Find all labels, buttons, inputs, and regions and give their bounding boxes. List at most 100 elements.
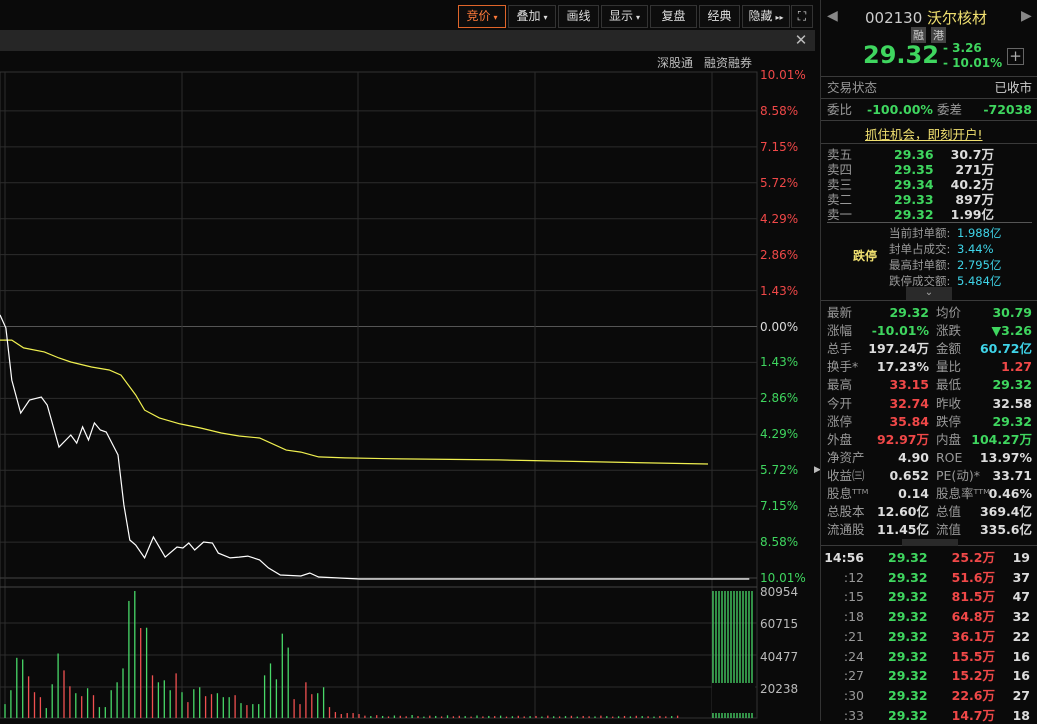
ask-level-row[interactable]: 卖二 29.33 897万: [821, 192, 1037, 207]
auction-volume-gap: [712, 683, 755, 713]
stat-label: 最高: [827, 377, 853, 393]
collapse-button[interactable]: ⌄: [906, 287, 952, 300]
expand-icon[interactable]: ⛶: [791, 5, 813, 28]
stat-value: 32.58: [992, 395, 1032, 411]
trade-price: 29.32: [888, 550, 928, 565]
trade-time: :33: [843, 707, 864, 723]
stat-value: 3.44%: [957, 242, 994, 256]
price-axis-label: 4.29%: [760, 211, 799, 226]
trade-volume: 51.6万: [951, 569, 995, 585]
stat-value: 92.97万: [876, 431, 929, 447]
trade-time: :30: [843, 687, 864, 703]
ask-label: 卖二: [827, 192, 853, 207]
tag-margin: 融: [911, 27, 926, 43]
trade-price: 29.32: [888, 687, 928, 703]
chart-frame: [0, 71, 758, 719]
expand-trades-button[interactable]: [902, 539, 958, 546]
link-margin[interactable]: 融资融券: [704, 56, 753, 70]
ask-level-row[interactable]: 卖三 29.34 40.2万: [821, 177, 1037, 192]
ask-price: 29.34: [894, 177, 934, 192]
trade-price: 29.32: [888, 628, 928, 644]
trade-price: 29.32: [888, 589, 928, 605]
stock-code: 002130: [865, 9, 923, 27]
toolbar-button-6[interactable]: 隐藏 ▸▸: [742, 5, 790, 28]
quote-panel: ◀ ▶ 002130 沃尔核材 融 港 29.32 - 3.26 - 10.01…: [820, 0, 1037, 724]
price-axis-label: 10.01%: [760, 68, 806, 82]
stat-label: 最低: [936, 377, 962, 393]
toolbar-button-1[interactable]: 叠加 ▾: [508, 5, 556, 28]
trade-count: 16: [1012, 668, 1030, 684]
ask-price: 29.36: [894, 147, 934, 162]
volume-axis-label: 20238: [760, 682, 799, 696]
stat-label: 股息ᵀᵀᴹ: [827, 486, 869, 501]
change: - 3.26: [943, 41, 982, 55]
stat-label: 量比: [936, 359, 962, 375]
price-axis-label: 5.72%: [760, 175, 799, 190]
ask-level-row[interactable]: 卖一 29.32 1.99亿: [821, 207, 1037, 222]
stat-value: 0.652: [889, 467, 929, 483]
volume-axis-label: 60715: [760, 617, 799, 631]
trade-count: 27: [1012, 687, 1030, 703]
stat-label: 净资产: [827, 449, 865, 465]
price-axis-label: 10.01%: [760, 571, 806, 585]
button-label: 显示: [608, 9, 633, 23]
caret-icon: ▸▸: [775, 13, 784, 22]
toolbar-button-0[interactable]: 竞价 ▾: [458, 5, 506, 28]
trade-volume: 22.6万: [951, 687, 995, 703]
stat-value: 17.23%: [876, 359, 929, 375]
stat-row: 总手 197.24万 金额 60.72亿: [821, 341, 1037, 357]
stat-row: 涨停 35.84 跌停 29.32: [821, 414, 1037, 430]
stat-label: 总值: [936, 504, 962, 520]
stat-label: 最高封单额:: [889, 258, 951, 272]
add-watchlist-button[interactable]: +: [1007, 48, 1024, 65]
button-label: 隐藏: [748, 9, 773, 23]
trade-volume: 15.2万: [951, 668, 995, 684]
close-button[interactable]: ✕: [794, 31, 808, 49]
toolbar-button-2[interactable]: 画线: [558, 5, 599, 28]
intraday-chart[interactable]: [0, 0, 818, 721]
stat-row: 总股本 12.60亿 总值 369.4亿: [821, 504, 1037, 520]
price-axis-label: 1.43%: [760, 283, 799, 298]
toolbar-button-4[interactable]: 复盘: [650, 5, 697, 28]
stat-value: 35.84: [889, 413, 929, 429]
prev-stock-arrow-icon[interactable]: ◀: [827, 8, 838, 24]
trade-time: :27: [843, 668, 864, 684]
button-label: 画线: [566, 9, 591, 23]
price-line: [0, 314, 750, 580]
stat-value: ▼3.26: [991, 323, 1032, 339]
stat-label: 外盘: [827, 431, 853, 447]
trade-count: 19: [1012, 550, 1030, 565]
stat-label: 内盘: [936, 431, 962, 447]
button-label: 复盘: [661, 9, 686, 23]
toolbar-button-3[interactable]: 显示 ▾: [601, 5, 648, 28]
price-axis-label: 0.00%: [760, 319, 799, 334]
ask-price: 29.35: [894, 162, 934, 177]
trade-price: 29.32: [888, 648, 928, 664]
link-hk-connect[interactable]: 深股通: [657, 56, 694, 70]
toolbar-button-5[interactable]: 经典: [699, 5, 740, 28]
stat-label: 总手: [827, 341, 853, 357]
stat-value: 1.988亿: [957, 226, 1002, 240]
ask-level-row[interactable]: 卖五 29.36 30.7万: [821, 147, 1037, 162]
price-axis-label: 4.29%: [760, 427, 799, 442]
open-account-link[interactable]: 抓住机会，即刻开户!: [865, 127, 983, 142]
limit-stat-row: 当前封单额: 1.988亿: [821, 225, 1037, 241]
ask-volume: 271万: [955, 162, 994, 177]
ask-level-row[interactable]: 卖四 29.35 271万: [821, 162, 1037, 177]
price-axis-label: 5.72%: [760, 463, 799, 478]
stat-value: 1.27: [1001, 359, 1032, 375]
ask-volume: 30.7万: [950, 147, 994, 162]
trade-count: 37: [1012, 569, 1030, 585]
ask-price: 29.33: [894, 192, 934, 207]
button-label: 经典: [707, 9, 732, 23]
price-axis-label: 2.86%: [760, 247, 799, 262]
stat-value: 0.14: [898, 486, 929, 501]
stat-label: 涨幅: [827, 323, 853, 339]
button-label: 叠加: [516, 9, 541, 23]
stat-label: 当前封单额:: [889, 226, 951, 240]
trade-row: :33 29.32 14.7万 18: [821, 708, 1037, 724]
stat-value: 29.32: [992, 413, 1032, 429]
next-stock-arrow-icon[interactable]: ▶: [1021, 8, 1032, 24]
trade-price: 29.32: [888, 668, 928, 684]
panel-toggle-handle[interactable]: ▶: [814, 465, 821, 475]
